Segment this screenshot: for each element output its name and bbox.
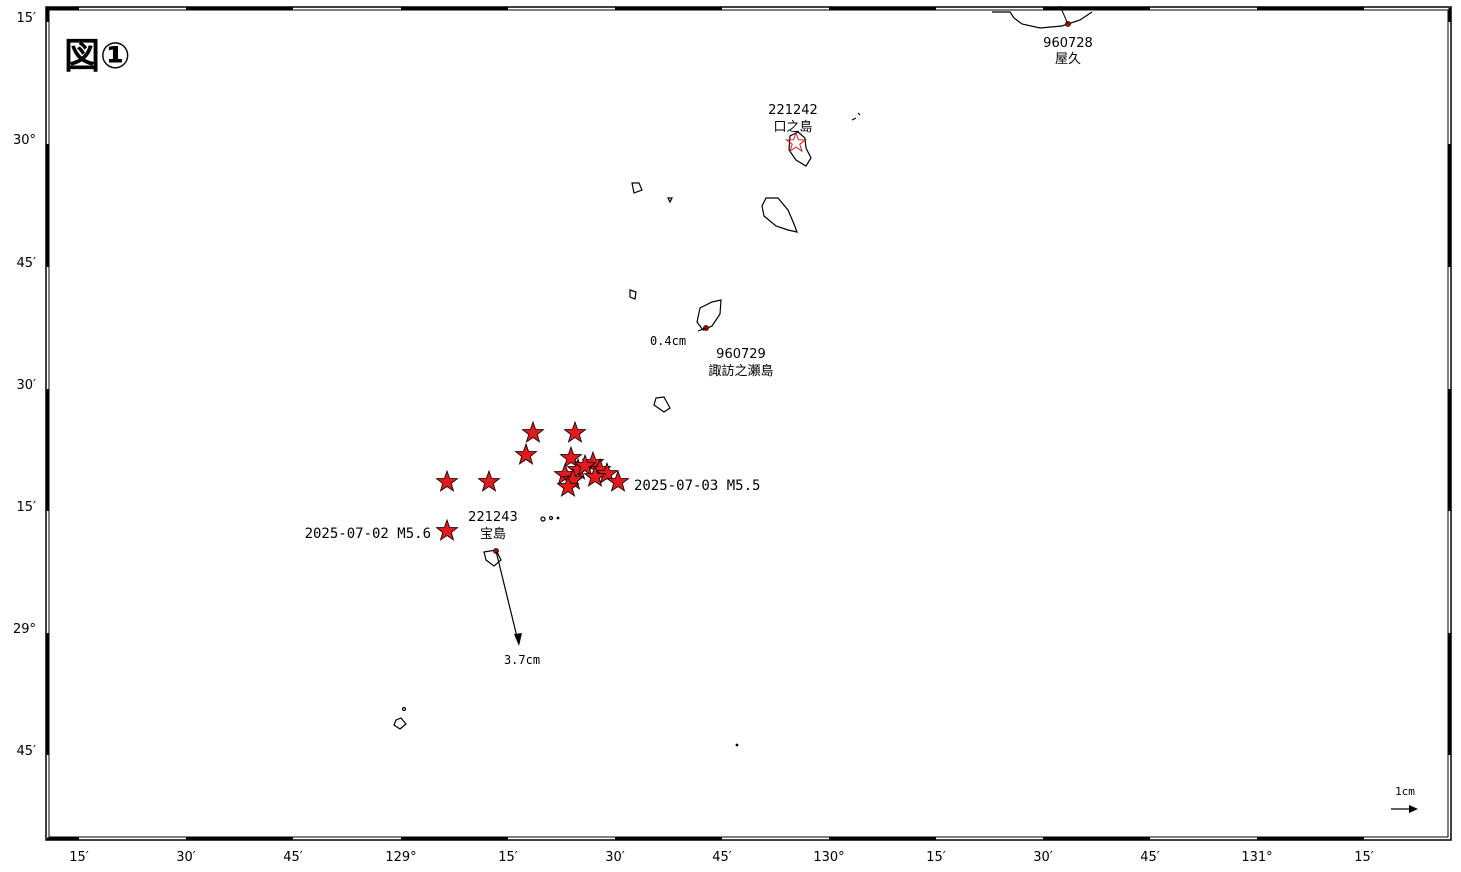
epicenter-star [521, 420, 545, 443]
displacement-label: 0.4cm [650, 334, 686, 348]
y-tick-label: 29° [13, 622, 36, 637]
epicenter-star-hollow [785, 131, 807, 153]
figure-label: 図① [64, 36, 130, 77]
x-tick-label: 15′ [69, 850, 89, 865]
vector-arrowhead [514, 633, 522, 646]
x-tick-label: 45′ [712, 850, 732, 865]
x-tick-label: 130° [813, 850, 844, 865]
island-yakushima [992, 11, 1093, 29]
station-code: 960728 [1043, 36, 1093, 51]
island-kuchinoshima [788, 131, 812, 167]
coastlines [393, 11, 1093, 747]
epicenter-star [435, 469, 459, 492]
epicenter-star [435, 518, 459, 541]
gnss-stations: 960728 屋久 221242 口之島 0.4cm 960729 諏訪之瀬島 … [468, 5, 1093, 667]
scale-vector: 1cm [1391, 785, 1418, 813]
islet [540, 516, 546, 522]
station-code: 221242 [768, 103, 818, 118]
x-tick-label: 45′ [283, 850, 303, 865]
island-nakanoshima [761, 197, 798, 233]
map-frame [45, 6, 1452, 841]
islet [631, 182, 643, 194]
x-tick-label: 45′ [1140, 850, 1160, 865]
y-tick-label: 30° [13, 133, 36, 148]
x-tick-label: 15′ [498, 850, 518, 865]
scale-arrowhead [1409, 805, 1418, 813]
y-tick-label: 15′ [17, 11, 37, 26]
islet [667, 197, 673, 204]
islet [401, 706, 407, 712]
displacement-vector [1059, 5, 1069, 25]
station-code: 960729 [716, 347, 766, 362]
station-code: 221243 [468, 510, 518, 525]
epicenter-star [583, 464, 607, 487]
x-tick-label: 30′ [176, 850, 196, 865]
islet [735, 743, 739, 747]
station-name: 諏訪之瀬島 [708, 363, 773, 379]
epicenter-star [514, 442, 538, 465]
epicenter-star [573, 453, 597, 476]
islet [556, 516, 560, 520]
x-tick-label: 131° [1241, 850, 1272, 865]
scale-label: 1cm [1395, 785, 1415, 798]
earthquake-label: 2025-07-02 M5.6 [305, 526, 431, 542]
station-name: 口之島 [773, 120, 812, 135]
islet [629, 289, 637, 300]
epicenter-star [477, 469, 501, 492]
epicenter-star [606, 469, 630, 492]
epicenter-star [559, 445, 583, 468]
displacement-label: 3.7cm [504, 653, 540, 667]
earthquake-label: 2025-07-03 M5.5 [634, 478, 760, 494]
station-name: 宝島 [480, 527, 506, 542]
epicenters [435, 131, 807, 541]
epicenter-star [563, 420, 587, 443]
y-tick-label: 30′ [17, 378, 37, 393]
x-tick-label: 30′ [605, 850, 625, 865]
y-tick-label: 15′ [17, 500, 37, 515]
station-name: 屋久 [1055, 52, 1081, 67]
islet [548, 515, 554, 521]
x-axis: 15′ 30′ 45′ 129° 15′ 30′ 45′ 130° 15′ 30… [69, 850, 1374, 865]
islet [393, 717, 407, 730]
displacement-vector [495, 550, 519, 642]
islet [851, 112, 861, 121]
y-axis: 15′ 30° 45′ 30′ 15′ 29° 45′ [13, 11, 36, 759]
x-tick-label: 129° [385, 850, 416, 865]
displacement-vector [697, 327, 707, 332]
x-tick-label: 15′ [1354, 850, 1374, 865]
y-tick-label: 45′ [17, 256, 37, 271]
epicenter-star [556, 474, 580, 497]
x-tick-label: 15′ [926, 850, 946, 865]
y-tick-label: 45′ [17, 744, 37, 759]
island-suwanosejima [696, 299, 722, 331]
x-tick-label: 30′ [1033, 850, 1053, 865]
island-akusekijima [653, 396, 671, 413]
